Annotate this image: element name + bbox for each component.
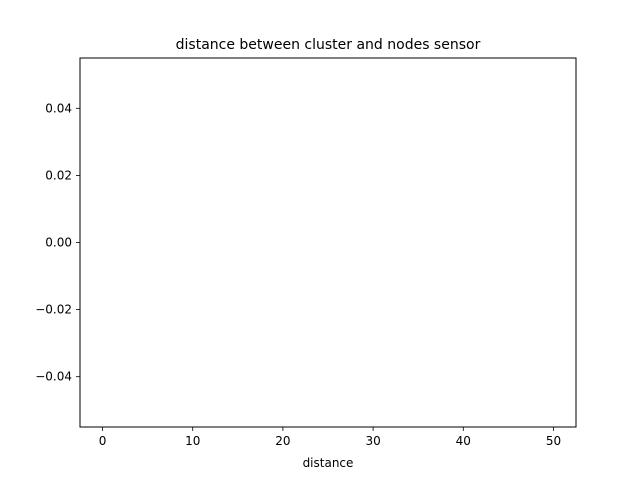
y-tick-label: 0.02 [45,168,72,182]
x-axis: 0 10 20 30 40 50 [99,427,561,448]
x-tick-label: 20 [275,434,290,448]
plot-area [79,57,577,428]
x-tick-label: 30 [365,434,380,448]
x-tick-label: 50 [546,434,561,448]
y-axis: −0.04 −0.02 0.00 0.02 0.04 [35,101,80,384]
x-tick-label: 10 [185,434,200,448]
y-tick-label: −0.02 [35,303,72,317]
y-tick-label: 0.04 [45,101,72,115]
x-tick-label: 0 [99,434,107,448]
y-tick-label: 0.00 [45,236,72,250]
y-tick-label: −0.04 [35,370,72,384]
x-tick-label: 40 [456,434,471,448]
x-axis-label: distance [303,456,354,470]
chart-title: distance between cluster and nodes senso… [176,37,481,53]
